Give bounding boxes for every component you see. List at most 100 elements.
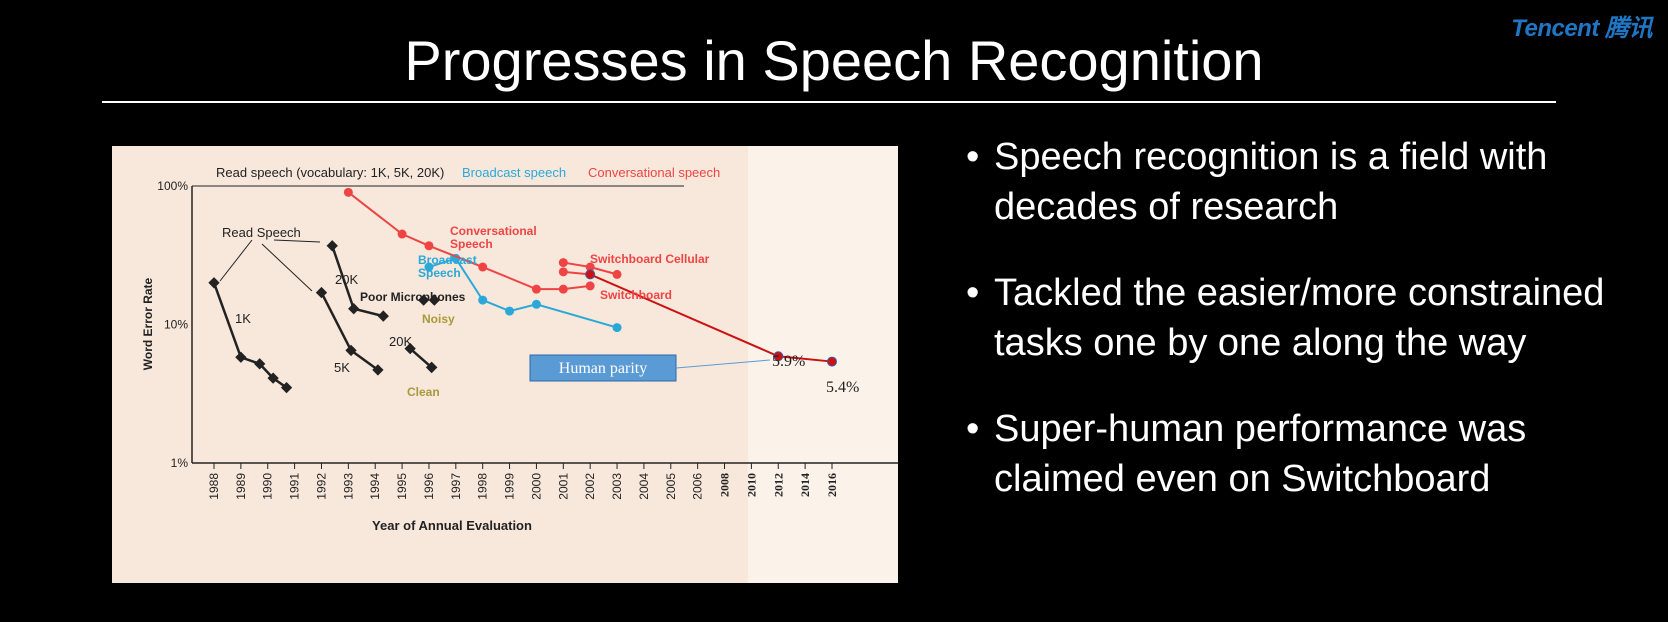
label-line: Conversational bbox=[450, 224, 537, 238]
value-2012-label: 5.9% bbox=[772, 353, 805, 370]
label-conversational-speech: Conversational Speech bbox=[450, 224, 537, 251]
bullet-text: Tackled the easier/more constrained task… bbox=[994, 272, 1605, 364]
data-point bbox=[315, 286, 328, 299]
data-point bbox=[531, 299, 541, 309]
label-line: Broadcast bbox=[418, 253, 477, 267]
x-tick-label: 1991 bbox=[288, 473, 302, 500]
data-point bbox=[280, 381, 293, 394]
data-point bbox=[417, 294, 430, 306]
data-point bbox=[585, 262, 595, 272]
label-clean: Clean bbox=[407, 385, 440, 399]
wer-chart: Read speech (vocabulary: 1K, 5K, 20K) Br… bbox=[112, 146, 898, 583]
legend-conversational-speech: Conversational speech bbox=[588, 165, 720, 180]
bullet-text: Super-human performance was claimed even… bbox=[994, 408, 1527, 500]
label-line: Speech bbox=[450, 237, 493, 251]
label-20k-b: 20K bbox=[389, 334, 412, 349]
data-point bbox=[585, 269, 596, 280]
x-tick-label: 2004 bbox=[637, 473, 651, 500]
x-tick-label: 1994 bbox=[368, 473, 382, 500]
tencent-logo: Tencent 腾讯 bbox=[1511, 15, 1652, 42]
chart-extension-background bbox=[748, 146, 898, 583]
data-point bbox=[428, 294, 440, 306]
title-underline bbox=[102, 101, 1556, 103]
data-point bbox=[425, 361, 438, 374]
annotation-arrow bbox=[273, 239, 321, 243]
label-poor-microphones: Poor Microphones bbox=[360, 290, 466, 304]
x-tick-label: 2016 bbox=[825, 473, 839, 497]
data-marks bbox=[208, 187, 837, 394]
data-point bbox=[531, 284, 541, 294]
label-noisy: Noisy bbox=[422, 312, 455, 326]
bullet-list: • Speech recognition is a field with deca… bbox=[960, 132, 1660, 540]
y-tick-label: 1% bbox=[171, 456, 189, 470]
x-axis-label: Year of Annual Evaluation bbox=[372, 518, 532, 533]
label-1k: 1K bbox=[235, 311, 251, 326]
series-line bbox=[409, 347, 433, 369]
x-tick-label: 2003 bbox=[610, 473, 624, 500]
chart-svg: Read speech (vocabulary: 1K, 5K, 20K) Br… bbox=[112, 146, 898, 583]
x-tick-label: 1995 bbox=[395, 473, 409, 500]
series-line bbox=[428, 257, 618, 329]
x-tick-label: 1990 bbox=[261, 473, 275, 500]
data-point bbox=[404, 342, 416, 355]
label-switchboard-cellular: Switchboard Cellular bbox=[590, 252, 710, 266]
x-tick-label: 2006 bbox=[691, 473, 705, 500]
data-point bbox=[612, 323, 622, 333]
x-tick-label: 1997 bbox=[449, 473, 463, 500]
x-tick-label: 1998 bbox=[476, 473, 490, 500]
value-2016-label: 5.4% bbox=[826, 379, 859, 396]
y-tick-label: 100% bbox=[157, 179, 188, 193]
label-5k: 5K bbox=[334, 360, 350, 375]
slide-title: Progresses in Speech Recognition bbox=[404, 29, 1264, 92]
label-20k-a: 20K bbox=[335, 272, 358, 287]
bullet-dot: • bbox=[966, 272, 980, 314]
label-switchboard: Switchboard bbox=[600, 288, 672, 302]
legend-broadcast-speech: Broadcast speech bbox=[462, 165, 566, 180]
x-tick-label: 2002 bbox=[583, 473, 597, 500]
data-point bbox=[558, 267, 568, 277]
data-point bbox=[397, 229, 407, 239]
y-axis-label: Word Error Rate bbox=[141, 277, 155, 370]
label-broadcast-speech: Broadcast Speech bbox=[418, 253, 477, 280]
data-point bbox=[345, 344, 357, 357]
annotation-arrow bbox=[219, 239, 253, 282]
data-point bbox=[424, 241, 434, 251]
label-read-speech: Read Speech bbox=[222, 225, 301, 240]
x-tick-label: 2001 bbox=[556, 473, 570, 500]
data-point bbox=[558, 258, 568, 268]
data-point bbox=[773, 351, 784, 362]
data-point bbox=[424, 262, 434, 272]
data-point bbox=[585, 281, 595, 291]
bullet-item: • Super-human performance was claimed eve… bbox=[960, 404, 1660, 504]
data-point bbox=[372, 364, 384, 376]
data-point bbox=[343, 187, 353, 197]
x-tick-label: 2005 bbox=[664, 473, 678, 500]
data-point bbox=[478, 295, 488, 305]
x-tick-label: 1988 bbox=[207, 473, 221, 500]
annotation-arrow bbox=[261, 243, 313, 292]
x-tick-label: 1992 bbox=[314, 473, 328, 500]
data-point bbox=[612, 269, 622, 279]
data-point bbox=[478, 262, 488, 272]
data-point bbox=[267, 372, 279, 384]
human-parity-label: Human parity bbox=[559, 360, 647, 377]
data-point bbox=[827, 356, 837, 367]
x-tick-label: 2014 bbox=[798, 473, 812, 497]
x-tick-label: 2000 bbox=[529, 473, 543, 500]
x-tick-label: 2010 bbox=[744, 473, 758, 497]
bullet-dot: • bbox=[966, 408, 980, 450]
legend-read-speech: Read speech (vocabulary: 1K, 5K, 20K) bbox=[216, 165, 444, 180]
y-tick-label: 10% bbox=[164, 318, 188, 332]
x-tick-label: 2012 bbox=[771, 473, 785, 497]
axes: 1% 10% 100% Word Error Rate 1988 1989 1990 1991… bbox=[141, 179, 898, 533]
human-parity-pointer bbox=[675, 359, 771, 369]
x-tick-label: 1999 bbox=[503, 473, 517, 500]
data-point bbox=[348, 303, 360, 315]
bullet-dot: • bbox=[966, 136, 980, 178]
data-point bbox=[505, 306, 515, 316]
bullet-item: • Speech recognition is a field with deca… bbox=[960, 132, 1660, 232]
x-tick-label: 1996 bbox=[422, 473, 436, 500]
label-line: Speech bbox=[418, 266, 461, 280]
data-point bbox=[558, 284, 568, 294]
bullet-item: • Tackled the easier/more constrained tas… bbox=[960, 268, 1660, 368]
